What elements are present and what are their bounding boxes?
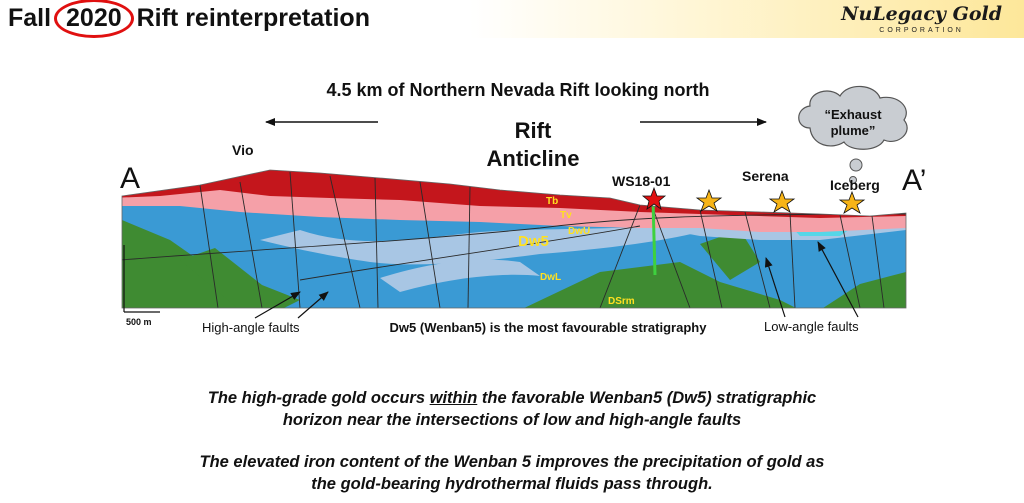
scale-label: 500 m bbox=[126, 317, 152, 327]
section-outline bbox=[121, 169, 907, 309]
dw5-favourable-band bbox=[260, 226, 700, 265]
diagram-subtitle: 4.5 km of Northern Nevada Rift looking n… bbox=[326, 80, 709, 100]
location-iceberg: Iceberg bbox=[830, 177, 880, 193]
slide-header: Fall 2020 Rift reinterpretation NuLegacy… bbox=[0, 0, 1024, 38]
location-vio: Vio bbox=[232, 142, 254, 158]
scale-bar: 500 m bbox=[123, 245, 160, 327]
high-angle-arrow-1 bbox=[254, 291, 301, 319]
slide-title: Fall 2020 Rift reinterpretation bbox=[8, 0, 370, 38]
note-line-1-emphasis: within bbox=[429, 389, 478, 407]
diagram-caption: Dw5 (Wenban5) is the most favourable str… bbox=[390, 320, 708, 335]
plume-label-line2: plume” bbox=[831, 123, 876, 138]
note-line-1-pre: The high-grade gold occurs bbox=[207, 389, 430, 407]
low-angle-arrow-1 bbox=[764, 257, 786, 318]
ws18-01-drillhole bbox=[651, 199, 657, 276]
logo-name: NuLegacy Gold bbox=[841, 3, 1002, 25]
tb-basalt-layer bbox=[122, 170, 906, 218]
unit-label-dwl: DwL bbox=[540, 272, 561, 283]
green-unit-dsrm bbox=[520, 262, 800, 308]
unit-label-dsrm: DSrm bbox=[608, 296, 635, 307]
ws18-01-star-icon bbox=[641, 186, 667, 210]
unit-label-dwu: DwU bbox=[568, 226, 590, 237]
note-line-4: the gold-bearing hydrothermal fluids pas… bbox=[311, 475, 713, 493]
fault-lines bbox=[122, 171, 906, 308]
exhaust-plume-cloud: “Exhaust plume” bbox=[798, 85, 908, 184]
note-line-1: The high-grade gold occurs within the fa… bbox=[0, 388, 1024, 408]
green-unit-right bbox=[820, 272, 906, 308]
plume-label-line1: “Exhaust bbox=[824, 107, 882, 122]
header-gradient-band bbox=[470, 0, 1024, 38]
unit-label-tv: Tv bbox=[560, 210, 572, 221]
location-serena: Serena bbox=[742, 168, 789, 184]
label-high-angle-faults: High-angle faults bbox=[202, 320, 300, 335]
location-ws18-01: WS18-01 bbox=[612, 173, 671, 189]
label-low-angle-faults: Low-angle faults bbox=[764, 319, 859, 334]
iceberg-star-icon bbox=[838, 190, 866, 214]
green-unit-mid bbox=[700, 230, 760, 280]
section-start-label: A bbox=[120, 162, 140, 195]
dw5-lower-band bbox=[380, 259, 540, 292]
note-line-2: horizon near the intersections of low an… bbox=[282, 411, 742, 429]
low-angle-arrow-2 bbox=[817, 241, 859, 318]
serena-star-icon bbox=[768, 189, 796, 213]
title-prefix: Fall bbox=[8, 4, 52, 32]
high-angle-arrow-2 bbox=[297, 291, 329, 319]
target-star-icon bbox=[695, 188, 723, 212]
rift-label-line2: Anticline bbox=[487, 146, 580, 171]
company-logo: NuLegacy Gold CORPORATION bbox=[841, 3, 1002, 35]
note-line-3: The elevated iron content of the Wenban … bbox=[199, 453, 825, 471]
unit-label-tb: Tb bbox=[546, 196, 558, 207]
note-line-1-post: the favorable Wenban5 (Dw5) stratigraphi… bbox=[477, 389, 817, 407]
logo-subtitle: CORPORATION bbox=[879, 27, 964, 34]
green-unit-left-2 bbox=[180, 248, 300, 308]
title-suffix: Rift reinterpretation bbox=[136, 4, 370, 32]
geologic-section bbox=[122, 170, 906, 308]
rift-label-line1: Rift bbox=[515, 118, 552, 143]
section-end-label: A’ bbox=[902, 164, 926, 197]
title-year-circled: 2020 bbox=[54, 0, 134, 38]
unit-label-dw5: Dw5 bbox=[518, 233, 549, 250]
